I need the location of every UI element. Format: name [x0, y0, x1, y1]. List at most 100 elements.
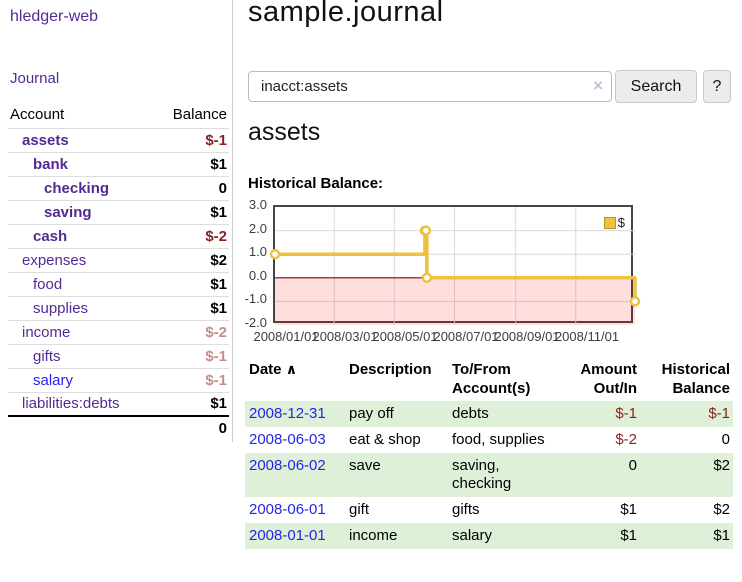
transaction-balance: 0	[721, 431, 730, 448]
account-balance: 0	[154, 176, 229, 201]
account-balance: $-1	[154, 128, 229, 153]
balance-column-header: Balance	[154, 102, 229, 129]
account-balance: $-2	[154, 224, 229, 249]
transaction-date-link[interactable]: 2008-01-01	[249, 527, 326, 544]
series-label: $	[617, 215, 625, 230]
account-heading: assets	[248, 118, 321, 146]
transaction-amount: $-2	[615, 431, 637, 448]
transaction-amount: 0	[628, 457, 637, 474]
transaction-balance: $-1	[708, 405, 730, 422]
sidebar-item-assets[interactable]: assets	[22, 131, 69, 149]
register-row: 2008-12-31 pay off debts $-1 $-1	[245, 401, 733, 427]
x-axis-tick-label: 2008/09/01	[494, 329, 560, 344]
register-table: Date ∧ Description To/From Account(s) Am…	[245, 356, 733, 549]
transaction-accounts: food, supplies	[452, 431, 545, 448]
transaction-date-link[interactable]: 2008-06-03	[249, 431, 326, 448]
account-row: checking 0	[8, 176, 229, 201]
transaction-description: income	[349, 527, 398, 544]
x-axis-tick-label: 2008/05/01	[372, 329, 438, 344]
account-row: salary $-1	[8, 368, 229, 393]
transaction-amount: $1	[620, 527, 637, 544]
account-table-body: assets $-1 bank $1 checking 0 saving $1 cash $-2 e…	[8, 128, 229, 417]
search-box: ×	[248, 71, 612, 102]
account-balance: $-2	[154, 320, 229, 345]
transaction-date-link[interactable]: 2008-12-31	[249, 405, 326, 422]
total-row: 0	[8, 415, 229, 440]
transaction-balance: $2	[713, 457, 730, 474]
register-row: 2008-06-01 gift gifts $1 $2	[245, 497, 733, 523]
total-balance: 0	[154, 415, 229, 440]
sidebar-item-cash[interactable]: cash	[33, 227, 68, 245]
data-point-marker	[629, 296, 641, 307]
account-balance: $1	[154, 272, 229, 297]
account-balance: $1	[154, 152, 229, 177]
transaction-accounts: debts	[452, 405, 489, 422]
x-axis-tick-label: 2008/01/01	[253, 329, 319, 344]
sort-asc-icon: ∧	[285, 361, 298, 377]
sidebar-item-gifts[interactable]: gifts	[33, 347, 61, 365]
account-row: gifts $-1	[8, 344, 229, 369]
y-axis-tick-label: 1.0	[248, 244, 267, 259]
help-button[interactable]: ?	[703, 70, 731, 103]
transaction-accounts: saving, checking	[452, 457, 512, 492]
account-row: bank $1	[8, 152, 229, 177]
account-row: saving $1	[8, 200, 229, 225]
search-input[interactable]	[248, 71, 612, 102]
transaction-date-link[interactable]: 2008-06-02	[249, 457, 326, 474]
y-axis-tick-label: 2.0	[248, 221, 267, 236]
sidebar-item-saving[interactable]: saving	[44, 203, 92, 221]
account-balance-table: Account Balance assets $-1 bank $1 checking 0…	[8, 102, 229, 440]
transaction-description: gift	[349, 501, 370, 518]
chart-canvas	[269, 207, 641, 325]
sidebar-item-food[interactable]: food	[33, 275, 63, 293]
sidebar: hledger-web Journal Account Balance asse…	[0, 0, 233, 442]
y-axis-tick-label: -2.0	[244, 315, 267, 330]
sidebar-item-income[interactable]: income	[22, 323, 71, 341]
sidebar-item-liabilities-debts[interactable]: liabilities:debts	[22, 395, 120, 413]
y-axis-tick-label: -1.0	[244, 291, 267, 306]
sidebar-item-checking[interactable]: checking	[44, 179, 110, 197]
account-balance: $-1	[154, 344, 229, 369]
account-balance: $1	[154, 296, 229, 321]
account-row: liabilities:debts $1	[8, 392, 229, 417]
account-balance: $-1	[154, 368, 229, 393]
sidebar-item-bank[interactable]: bank	[33, 155, 69, 173]
account-row: cash $-2	[8, 224, 229, 249]
data-point-marker	[420, 225, 432, 236]
balance-column-header-register: Historical Balance	[661, 361, 730, 397]
chart-title: Historical Balance:	[248, 175, 384, 192]
amount-column-header: Amount Out/In	[580, 361, 637, 397]
account-balance: $1	[154, 200, 229, 225]
balance-chart-plot: $	[269, 205, 641, 325]
sidebar-item-expenses[interactable]: expenses	[22, 251, 87, 269]
accounts-column-header: To/From Account(s)	[452, 361, 531, 397]
data-point-marker	[421, 272, 433, 284]
transaction-date-link[interactable]: 2008-06-01	[249, 501, 326, 518]
x-axis-tick-label: 2008/11/01	[554, 329, 620, 344]
date-column-header[interactable]: Date ∧	[249, 361, 298, 378]
app-title-link[interactable]: hledger-web	[10, 8, 99, 25]
account-row: assets $-1	[8, 128, 229, 153]
sidebar-item-supplies[interactable]: supplies	[33, 299, 89, 317]
transaction-accounts: salary	[452, 527, 493, 544]
data-point-marker	[269, 248, 281, 260]
y-axis-tick-label: 3.0	[248, 197, 267, 212]
transaction-amount: $-1	[615, 405, 637, 422]
register-row: 2008-01-01 income salary $1 $1	[245, 523, 733, 549]
register-body: 2008-12-31 pay off debts $-1 $-1 2008-06-03 ea…	[245, 401, 733, 549]
transaction-description: save	[349, 457, 381, 474]
account-row: income $-2	[8, 320, 229, 345]
sidebar-item-journal[interactable]: Journal	[10, 70, 60, 87]
transaction-description: eat & shop	[349, 431, 421, 448]
account-balance: $2	[154, 248, 229, 273]
x-axis-tick-label: 2008/07/01	[433, 329, 499, 344]
register-row: 2008-06-02 save saving, checking 0 $2	[245, 453, 733, 497]
account-row: supplies $1	[8, 296, 229, 321]
account-row: food $1	[8, 272, 229, 297]
clear-search-icon[interactable]: ×	[593, 76, 603, 95]
search-button[interactable]: Search	[615, 70, 697, 103]
sidebar-item-salary[interactable]: salary	[33, 371, 74, 389]
account-balance: $1	[154, 392, 229, 417]
register-header-row: Date ∧ Description To/From Account(s) Am…	[245, 356, 733, 401]
description-column-header: Description	[349, 361, 432, 378]
